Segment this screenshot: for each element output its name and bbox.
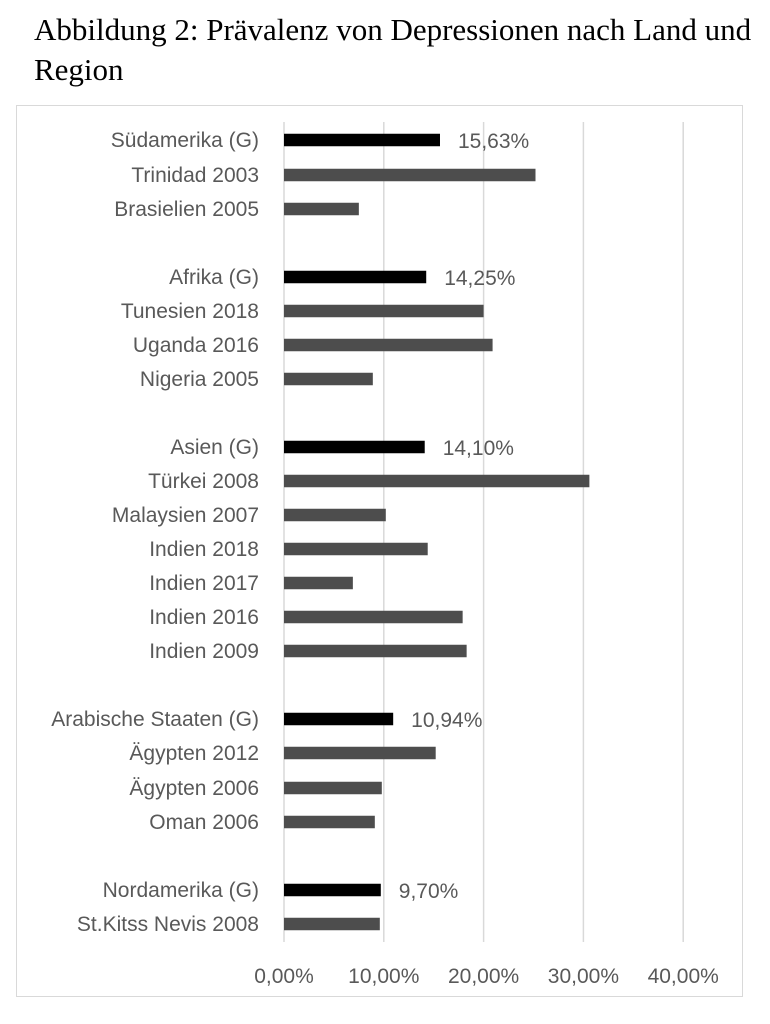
country-bar <box>284 168 536 182</box>
category-label: Türkei 2008 <box>148 470 259 493</box>
country-bar <box>284 338 493 352</box>
x-tick-label: 20,00% <box>448 965 519 988</box>
category-label: Indien 2018 <box>149 538 259 561</box>
category-label: Ägypten 2012 <box>129 742 259 765</box>
category-label: Arabische Staaten (G) <box>51 708 259 731</box>
category-label: Tunesien 2018 <box>121 300 259 323</box>
value-labels: 15,63% 14,25% 14,10% 10,94% 9,70% <box>399 130 529 903</box>
category-label: Afrika (G) <box>169 266 259 289</box>
category-label: Nordamerika (G) <box>103 879 259 902</box>
bars <box>284 133 590 931</box>
group-bar <box>284 883 381 897</box>
category-label: St.Kitss Nevis 2008 <box>77 913 259 936</box>
category-label: Indien 2016 <box>149 606 259 629</box>
group-bar <box>284 712 394 726</box>
chart-frame <box>16 105 743 997</box>
category-label: Nigeria 2005 <box>140 368 259 391</box>
value-label: 14,25% <box>444 267 515 290</box>
figure-caption: Abbildung 2: Prävalenz von Depressionen … <box>34 12 752 87</box>
country-bar <box>284 610 463 624</box>
country-bar <box>284 372 373 386</box>
country-bar <box>284 644 467 658</box>
country-bar <box>284 917 380 931</box>
value-label: 15,63% <box>458 130 529 153</box>
category-label: Ägypten 2006 <box>129 777 259 800</box>
value-label: 14,10% <box>443 437 514 460</box>
country-bar <box>284 542 428 556</box>
category-label: Asien (G) <box>170 436 259 459</box>
value-label: 10,94% <box>411 709 482 732</box>
category-label: Brasielien 2005 <box>114 198 259 221</box>
country-bar <box>284 508 386 522</box>
category-label: Uganda 2016 <box>133 334 259 357</box>
country-bar <box>284 474 590 488</box>
grid-lines <box>283 122 684 942</box>
x-tick-label: 10,00% <box>348 965 419 988</box>
x-tick-label: 40,00% <box>648 965 719 988</box>
category-label: Malaysien 2007 <box>112 504 259 527</box>
category-label: Oman 2006 <box>149 811 259 834</box>
country-bar <box>284 304 484 318</box>
category-label: Indien 2009 <box>149 640 259 663</box>
category-label: Südamerika (G) <box>111 129 259 152</box>
country-bar <box>284 781 382 795</box>
category-label: Trinidad 2003 <box>131 164 259 187</box>
group-bar <box>284 270 427 284</box>
country-bar <box>284 202 359 216</box>
country-bar <box>284 815 375 829</box>
category-labels: Südamerika (G) Trinidad 2003 Brasielien 20… <box>51 129 259 936</box>
x-tick-label: 30,00% <box>548 965 619 988</box>
category-label: Indien 2017 <box>149 572 259 595</box>
x-axis-tick-labels: 0,00% 10,00% 20,00% 30,00% 40,00% <box>254 965 719 988</box>
country-bar <box>284 746 436 760</box>
country-bar <box>284 576 353 590</box>
group-bar <box>284 440 425 454</box>
group-bar <box>284 133 440 147</box>
x-tick-label: 0,00% <box>254 965 314 988</box>
value-label: 9,70% <box>399 880 459 903</box>
